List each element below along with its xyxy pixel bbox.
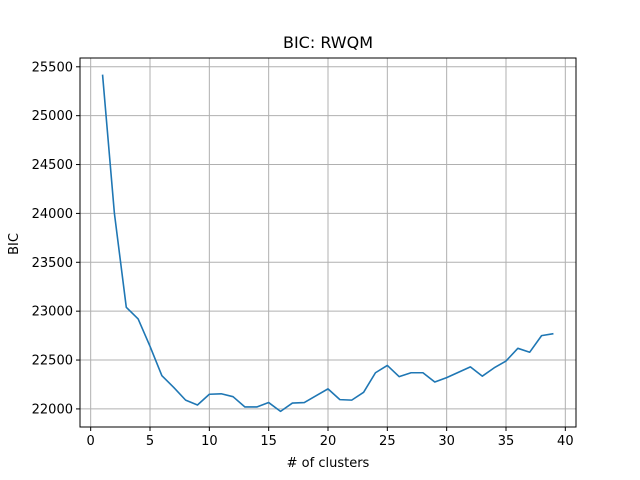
series-line: [101, 74, 554, 413]
y-tick-label: 22500: [32, 354, 73, 369]
y-tick-label: 24500: [32, 158, 73, 173]
series-layer: [101, 74, 554, 413]
y-tick-label: 24000: [32, 207, 73, 222]
chart-title: BIC: RWQM: [283, 33, 373, 52]
x-tick-label: 5: [146, 434, 154, 449]
x-tick-label: 35: [498, 434, 515, 449]
y-axis-ticks: 22000 22500 23000 23500 24000 24500 25000 25500: [32, 60, 80, 417]
x-tick-label: 40: [557, 434, 574, 449]
x-tick-label: 20: [320, 434, 337, 449]
y-tick-label: 23500: [32, 256, 73, 271]
y-tick-label: 22000: [32, 402, 73, 417]
y-tick-label: 25000: [32, 109, 73, 124]
y-tick-label: 23000: [32, 305, 73, 320]
x-axis-label: # of clusters: [287, 456, 370, 471]
x-axis-ticks: 0 5 10 15 20 25 30 35 40: [87, 427, 574, 449]
grid-lines: [80, 58, 576, 427]
y-tick-label: 25500: [32, 60, 73, 75]
x-tick-label: 0: [87, 434, 95, 449]
x-tick-label: 15: [260, 434, 277, 449]
x-tick-label: 30: [438, 434, 455, 449]
x-tick-label: 10: [201, 434, 218, 449]
y-axis-label: BIC: [7, 233, 22, 255]
x-tick-label: 25: [379, 434, 396, 449]
